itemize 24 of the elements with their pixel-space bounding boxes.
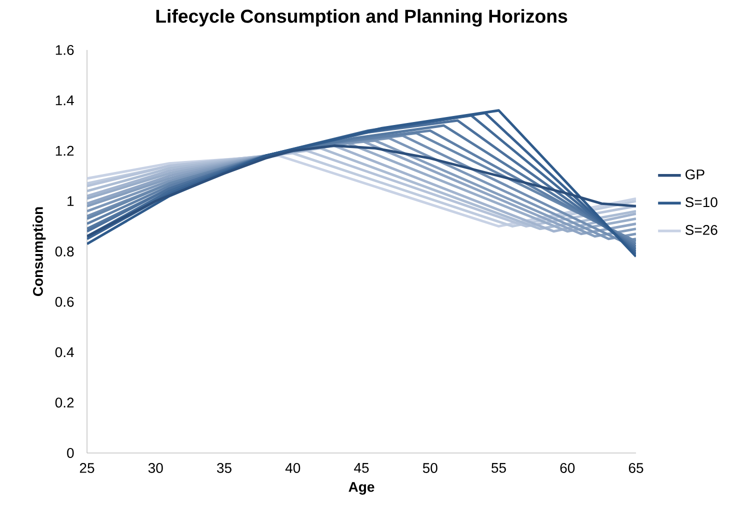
legend-label: S=26	[685, 225, 718, 235]
y-tick-label: 1	[68, 196, 74, 206]
y-tick-label: 0.8	[55, 246, 74, 256]
y-axis-title: Consumption	[32, 207, 46, 296]
x-tick-label: 45	[354, 463, 369, 473]
legend-label: GP	[686, 169, 704, 180]
x-tick-label: 40	[285, 463, 300, 473]
y-tick-label: 1.6	[56, 45, 74, 55]
y-tick-label: 0.6	[55, 296, 74, 307]
y-tick-label: 0.2	[55, 398, 74, 408]
x-tick-label: 55	[492, 463, 506, 473]
y-tick-label: 0.4	[55, 347, 74, 358]
legend-label: S=10	[685, 197, 718, 208]
x-tick-label: 35	[216, 463, 232, 473]
x-axis-title: Age	[348, 482, 374, 495]
y-tick-label: 0	[67, 448, 74, 458]
y-tick-label: 1.2	[56, 146, 74, 156]
chart-title: Lifecycle Consumption and Planning Horizons	[156, 9, 568, 27]
x-tick-label: 30	[148, 463, 163, 473]
x-tick-label: 25	[80, 463, 94, 473]
x-tick-label: 60	[560, 463, 575, 473]
y-tick-label: 1.4	[56, 96, 74, 106]
x-tick-label: 50	[422, 463, 438, 473]
x-tick-label: 65	[628, 463, 644, 473]
